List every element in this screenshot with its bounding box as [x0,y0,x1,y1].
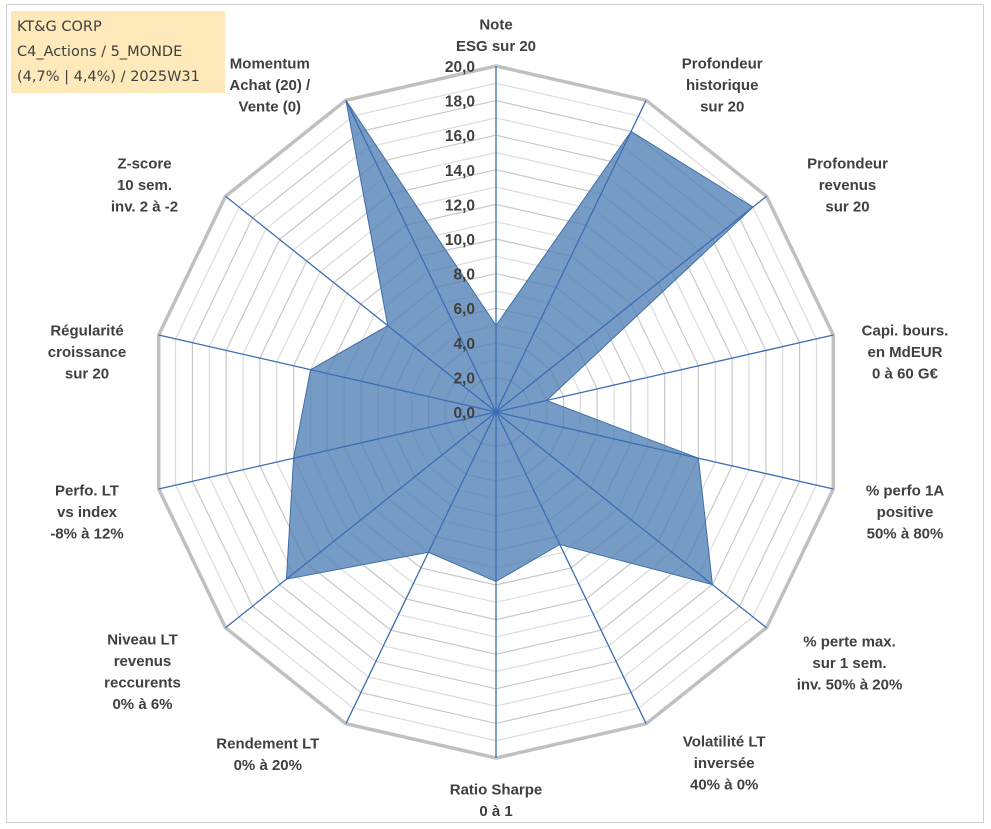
axis-label-line: inversée [694,755,755,772]
axis-label-line: revenus [114,653,172,670]
axis-label-line: 0% à 20% [234,757,302,774]
axis-label-line: sur 20 [825,199,869,216]
radar-tick-labels: 0,0 2,0 4,0 6,0 8,0 10,0 12,0 14,0 16,0 18,0 20,0 [445,59,475,422]
axis-label-line: Rendement LT [216,736,319,753]
axis-label-line: inv. 2 à -2 [111,199,178,216]
axis-label-1: Profondeur historique sur 20 [682,56,763,116]
tick-label: 12,0 [445,197,475,214]
axis-label-line: 10 sem. [117,177,172,194]
axis-label-line: 50% à 80% [867,526,944,543]
axis-label-8: Rendement LT 0% à 20% [216,736,319,775]
axis-spoke-5 [495,411,767,629]
axis-label-line: croissance [48,344,126,361]
tick-label: 0,0 [453,405,475,422]
tick-label: 18,0 [445,94,475,111]
axis-label-line: revenus [819,177,877,194]
axis-label-line: reccurents [104,674,181,691]
tick-label: 2,0 [453,370,475,387]
axis-label-12: Z-score 10 sem. inv. 2 à -2 [111,156,178,216]
axis-label-7: Ratio Sharpe 0 à 1 [450,782,543,821]
radar-axes [158,66,834,758]
tick-label: 10,0 [445,232,475,249]
axis-label-line: positive [877,504,934,521]
tick-label: 14,0 [445,163,475,180]
axis-label-line: Volatilité LT [683,733,766,750]
axis-label-4: % perfo 1A positive 50% à 80% [866,483,945,543]
axis-label-line: 0 à 1 [479,803,512,820]
axis-label-3: Capi. bours. en MdEUR 0 à 60 G€ [862,323,949,383]
axis-label-line: sur 20 [700,99,744,116]
axis-spoke-11 [158,334,497,413]
axis-label-2: Profondeur revenus sur 20 [807,156,888,216]
axis-label-line: en MdEUR [868,344,943,361]
axis-label-11: Régularité croissance sur 20 [48,323,126,383]
axis-spoke-6 [495,411,647,724]
axis-label-line: Régularité [50,323,123,340]
axis-spoke-13 [345,100,497,413]
axis-label-line: sur 1 sem. [812,655,886,672]
axis-label-line: % perte max. [803,634,896,651]
axis-label-line: ESG sur 20 [456,38,536,55]
axis-label-line: Note [479,17,512,34]
axis-label-6: Volatilité LT inversée 40% à 0% [683,733,766,793]
tick-label: 16,0 [445,128,475,145]
tick-label: 8,0 [453,267,475,284]
tick-label: 6,0 [453,301,475,318]
axis-label-line: Momentum [230,56,310,73]
chart-frame [6,4,984,823]
radar-axis-labels: Note ESG sur 20 Profondeur historique sur 20… [48,17,949,821]
tick-label: 20,0 [445,59,475,76]
axis-label-line: -8% à 12% [50,526,123,543]
axis-label-line: historique [686,77,759,94]
axis-label-line: Profondeur [807,156,888,173]
axis-spoke-4 [495,411,834,490]
axis-label-line: Perfo. LT [55,483,119,500]
radar-series [285,100,754,586]
tick-label: 4,0 [453,336,475,353]
axis-spoke-1 [495,100,647,413]
axis-label-line: Achat (20) / [229,77,311,94]
axis-label-line: Ratio Sharpe [450,782,543,799]
axis-label-line: Profondeur [682,56,763,73]
axis-label-line: Niveau LT [107,631,178,648]
title-line-3: (4,7% | 4,4%) / 2025W31 [17,69,200,85]
axis-label-0: Note ESG sur 20 [456,17,536,56]
axis-label-10: Perfo. LT vs index -8% à 12% [50,483,123,543]
title-line-1: KT&G CORP [17,19,102,35]
axis-spoke-8 [345,411,497,724]
axis-spoke-2 [495,195,767,413]
axis-spoke-12 [225,195,497,413]
axis-label-9: Niveau LT revenus reccurents 0% à 6% [104,631,181,713]
axis-label-line: sur 20 [65,366,109,383]
axis-spoke-3 [495,334,834,413]
axis-label-line: Vente (0) [239,99,302,116]
axis-label-line: 40% à 0% [690,776,758,793]
axis-spoke-10 [158,411,497,490]
axis-label-13: Momentum Achat (20) / Vente (0) [229,56,311,116]
axis-label-5: % perte max. sur 1 sem. inv. 50% à 20% [797,634,903,694]
axis-label-line: 0% à 6% [112,696,172,713]
chart-title-box: KT&G CORP C4_Actions / 5_MONDE (4,7% | 4… [11,11,225,93]
axis-label-line: Z-score [117,156,171,173]
axis-label-line: % perfo 1A [866,483,945,500]
axis-label-line: Capi. bours. [862,323,949,340]
axis-label-line: inv. 50% à 20% [797,677,903,694]
axis-label-line: vs index [57,504,118,521]
axis-spoke-9 [225,411,497,629]
series-area [285,100,754,586]
axis-label-line: 0 à 60 G€ [872,366,939,383]
title-line-2: C4_Actions / 5_MONDE [17,44,183,60]
